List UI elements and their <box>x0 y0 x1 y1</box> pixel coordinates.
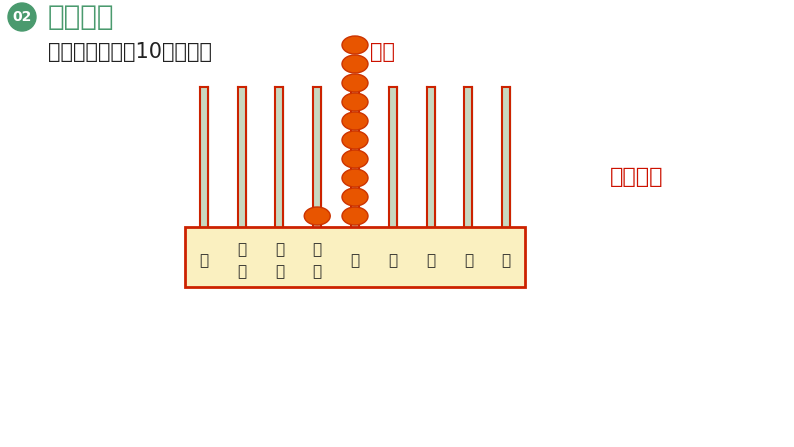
Ellipse shape <box>342 188 368 206</box>
Text: 个: 个 <box>502 253 511 268</box>
Text: 万: 万 <box>275 265 284 279</box>
Text: 百: 百 <box>275 242 284 257</box>
Text: 十: 十 <box>313 242 322 257</box>
Text: 万: 万 <box>313 265 322 279</box>
Ellipse shape <box>342 93 368 111</box>
FancyBboxPatch shape <box>185 227 525 287</box>
Ellipse shape <box>342 112 368 130</box>
Ellipse shape <box>342 207 368 225</box>
Text: 千: 千 <box>237 242 246 257</box>
Text: 十: 十 <box>464 253 473 268</box>
Text: 02: 02 <box>13 10 32 24</box>
Ellipse shape <box>342 131 368 149</box>
Ellipse shape <box>304 207 330 225</box>
Ellipse shape <box>342 36 368 54</box>
Ellipse shape <box>342 169 368 187</box>
Ellipse shape <box>342 74 368 92</box>
Text: 亿: 亿 <box>199 253 209 268</box>
Circle shape <box>8 3 36 31</box>
Text: 万: 万 <box>237 265 246 279</box>
Ellipse shape <box>342 55 368 73</box>
Text: 探究新知: 探究新知 <box>48 3 114 31</box>
Ellipse shape <box>342 150 368 168</box>
Text: 万: 万 <box>350 253 360 268</box>
Text: 百: 百 <box>426 253 435 268</box>
Text: 一万一万地数，10个一万是: 一万一万地数，10个一万是 <box>48 42 218 62</box>
Text: 千: 千 <box>388 253 397 268</box>
Text: 满十进一: 满十进一 <box>610 167 664 187</box>
Text: 十万: 十万 <box>370 42 395 62</box>
